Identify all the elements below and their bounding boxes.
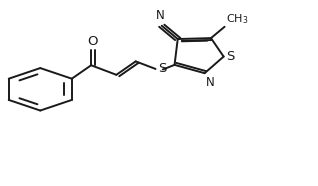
Text: N: N xyxy=(206,76,215,89)
Text: N: N xyxy=(156,9,164,22)
Text: S: S xyxy=(226,50,235,63)
Text: S: S xyxy=(158,62,166,76)
Text: O: O xyxy=(87,35,98,48)
Text: CH$_3$: CH$_3$ xyxy=(225,12,248,26)
